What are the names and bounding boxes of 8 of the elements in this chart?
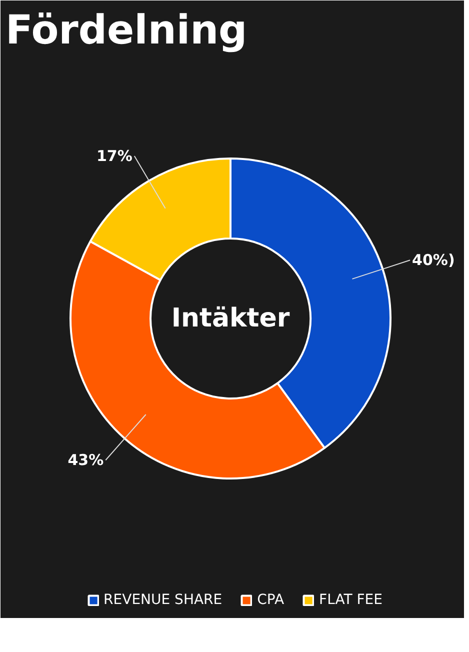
legend-label: FLAT FEE xyxy=(319,592,382,608)
text: Intäkter xyxy=(171,304,290,334)
chart-title: Fördelning xyxy=(6,8,248,54)
legend-label: REVENUE SHARE xyxy=(104,592,222,608)
legend-label: CPA xyxy=(257,592,284,608)
data-label: 43% xyxy=(68,451,104,470)
data-label: 17% xyxy=(96,146,132,165)
data-label: 40%) xyxy=(412,251,455,270)
